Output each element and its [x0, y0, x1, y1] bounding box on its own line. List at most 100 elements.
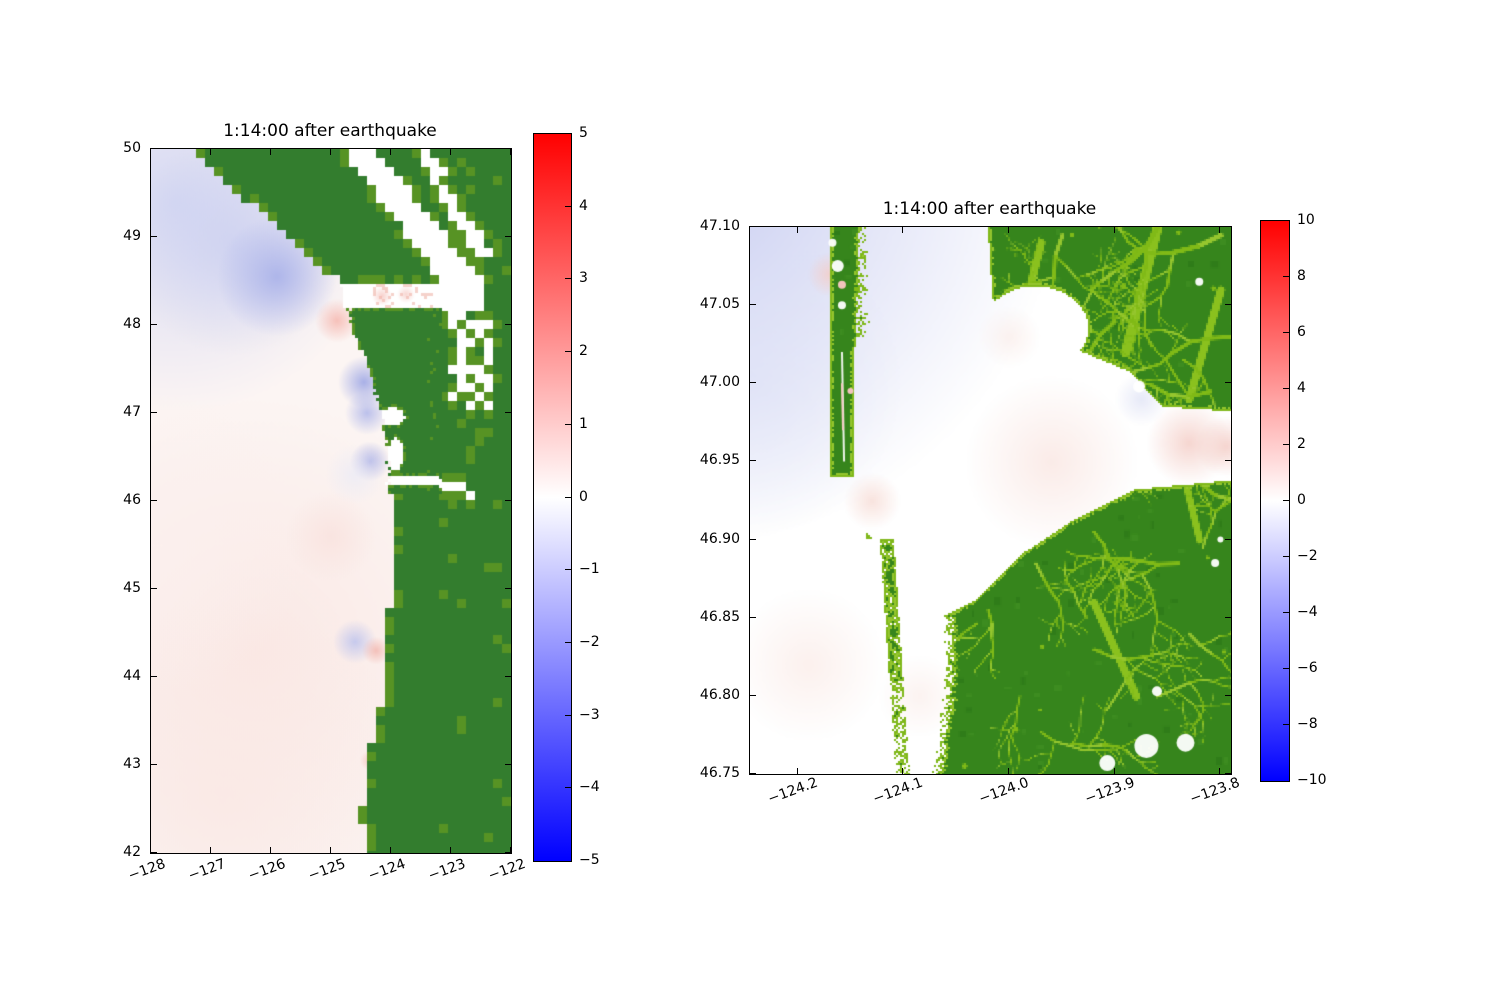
x-tick-mark [510, 847, 511, 853]
left-colorbar [533, 133, 572, 862]
y-tick-label: 47 [123, 404, 141, 420]
y-tick-label: 46.85 [699, 608, 740, 625]
colorbar-tick-label: −4 [579, 779, 600, 796]
x-tick-label: −127 [186, 855, 228, 885]
y-tick-label: 46.75 [699, 765, 740, 781]
y-tick-mark [505, 852, 511, 853]
y-tick-label: 47.05 [699, 296, 740, 313]
y-tick-mark [505, 412, 511, 413]
colorbar-tick-mark [1283, 612, 1289, 613]
y-tick-mark [750, 616, 756, 618]
y-tick-label: 45 [123, 580, 141, 596]
right-plot-title: 1:14:00 after earthquake [882, 199, 1097, 219]
y-tick-mark [750, 226, 756, 227]
y-tick-mark [1225, 226, 1231, 227]
y-tick-label: 46 [123, 492, 141, 508]
colorbar-tick-mark [1283, 668, 1289, 669]
x-tick-label: −124.0 [976, 774, 1031, 808]
y-tick-label: 46.95 [699, 452, 740, 469]
colorbar-tick-mark [1283, 500, 1289, 501]
right-colorbar-gradient [1261, 221, 1289, 781]
right-map-axes [749, 226, 1232, 775]
right-colorbar [1260, 220, 1290, 782]
y-tick-label: 46.90 [699, 530, 740, 547]
x-tick-mark [1113, 768, 1115, 774]
x-tick-mark [270, 847, 271, 853]
y-tick-mark [505, 500, 511, 501]
x-tick-mark [390, 847, 391, 853]
colorbar-tick-mark [565, 787, 571, 789]
y-tick-label: 50 [123, 140, 141, 156]
y-tick-mark [151, 852, 157, 853]
x-tick-mark [150, 149, 151, 155]
colorbar-tick-label: −5 [579, 852, 600, 868]
colorbar-tick-label: 4 [579, 197, 588, 214]
colorbar-tick-label: −1 [579, 561, 600, 578]
y-tick-mark [1225, 304, 1231, 306]
y-tick-label: 48 [123, 316, 141, 332]
y-tick-mark [151, 412, 157, 413]
x-tick-label: −122 [486, 855, 528, 885]
colorbar-tick-mark [1283, 276, 1289, 277]
colorbar-tick-label: −2 [1297, 548, 1318, 564]
y-tick-mark [505, 236, 511, 237]
y-tick-mark [505, 764, 511, 765]
colorbar-tick-label: −3 [579, 706, 600, 723]
x-tick-label: −125 [306, 855, 348, 885]
x-tick-mark [150, 847, 151, 853]
x-tick-mark [902, 227, 904, 233]
x-tick-mark [1113, 227, 1115, 233]
colorbar-tick-mark [565, 496, 571, 498]
x-tick-mark [796, 768, 798, 774]
x-tick-mark [1219, 227, 1221, 233]
y-tick-label: 46.80 [699, 686, 740, 703]
x-tick-mark [330, 847, 331, 853]
x-tick-mark [210, 847, 211, 853]
colorbar-tick-mark [565, 569, 571, 571]
y-tick-label: 47.10 [699, 218, 740, 234]
colorbar-tick-label: 4 [1297, 380, 1306, 396]
colorbar-tick-label: 1 [579, 415, 588, 432]
colorbar-tick-label: 10 [1297, 212, 1315, 228]
x-tick-mark [1008, 768, 1009, 774]
left-plot-title: 1:14:00 after earthquake [223, 121, 437, 141]
colorbar-tick-mark [565, 278, 571, 280]
y-tick-mark [505, 676, 511, 677]
x-tick-label: −124 [366, 855, 408, 885]
colorbar-tick-label: 0 [579, 488, 588, 505]
y-tick-mark [750, 773, 756, 774]
colorbar-tick-mark [565, 714, 571, 716]
y-tick-mark [151, 236, 157, 237]
y-tick-mark [151, 676, 157, 677]
x-tick-mark [796, 227, 798, 233]
y-tick-mark [151, 500, 157, 501]
y-tick-mark [1225, 460, 1231, 462]
y-tick-mark [750, 538, 756, 540]
colorbar-tick-label: 0 [1297, 492, 1306, 508]
colorbar-tick-mark [1283, 556, 1289, 557]
x-tick-mark [1008, 227, 1009, 233]
x-tick-label: −124.1 [871, 774, 926, 808]
colorbar-tick-label: 5 [579, 125, 588, 141]
x-tick-mark [390, 149, 391, 155]
y-tick-mark [151, 148, 157, 149]
colorbar-tick-label: 6 [1297, 324, 1306, 340]
x-tick-mark [510, 149, 511, 155]
y-tick-mark [1225, 382, 1231, 384]
left-map-axes [150, 148, 512, 854]
colorbar-tick-label: 3 [579, 270, 588, 287]
y-tick-mark [505, 588, 511, 589]
colorbar-tick-mark [565, 351, 571, 353]
x-tick-label: −123.9 [1082, 774, 1137, 808]
colorbar-tick-label: −10 [1297, 772, 1327, 788]
x-tick-mark [270, 149, 271, 155]
x-tick-label: −126 [246, 855, 288, 885]
y-tick-mark [1225, 538, 1231, 540]
left-map-canvas [151, 149, 511, 853]
colorbar-tick-mark [1283, 388, 1289, 389]
colorbar-tick-mark [1283, 332, 1289, 333]
y-tick-label: 44 [123, 668, 141, 684]
colorbar-tick-label: 2 [579, 343, 588, 360]
y-tick-mark [1225, 694, 1231, 696]
